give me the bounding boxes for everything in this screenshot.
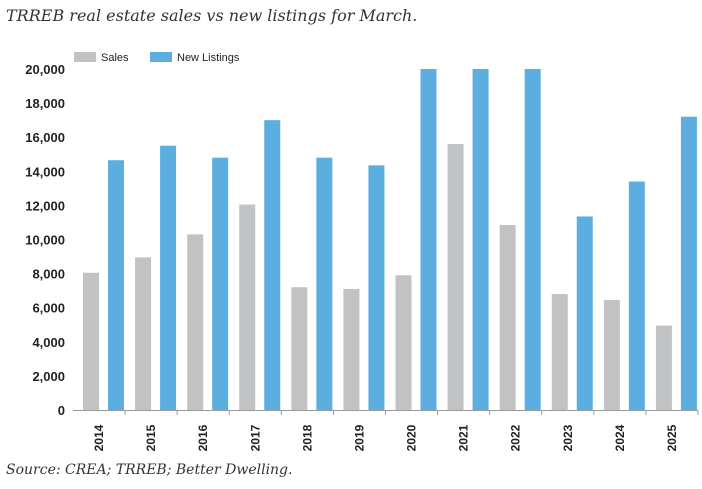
x-tick-label: 2016 xyxy=(196,424,210,451)
bar-sales-2015 xyxy=(135,257,152,410)
y-tick-label: 12,000 xyxy=(25,198,65,213)
bar-new-listings-2022 xyxy=(524,69,541,410)
bar-sales-2014 xyxy=(83,272,99,410)
x-tick-label: 2023 xyxy=(561,424,575,451)
y-tick-label: 14,000 xyxy=(25,164,65,179)
legend-label-sales: Sales xyxy=(101,52,129,64)
bar-sales-2018 xyxy=(291,287,308,410)
y-tick-label: 0 xyxy=(58,403,65,418)
y-tick-label: 10,000 xyxy=(25,233,65,248)
y-tick-label: 8,000 xyxy=(32,267,65,282)
bar-new-listings-2021 xyxy=(472,69,489,410)
bar-new-listings-2017 xyxy=(264,120,281,411)
y-axis: 0 2,000 4,000 6,000 8,000 10,000 12,000 14,000 1… xyxy=(25,62,65,418)
bar-sales-2023 xyxy=(551,294,568,410)
y-tick-label: 18,000 xyxy=(25,96,65,111)
bar-sales-2022 xyxy=(499,225,516,410)
bar-sales-2017 xyxy=(239,204,256,410)
x-tick-label: 2017 xyxy=(248,424,262,451)
x-axis: 2014 2015 2016 2017 2018 2019 2020 2021 2022 2023… xyxy=(73,410,699,451)
bar-sales-2016 xyxy=(187,234,204,410)
bar-new-listings-2024 xyxy=(628,181,645,410)
bar-new-listings-2018 xyxy=(316,157,333,410)
bar-sales-2021 xyxy=(447,144,464,410)
y-tick-label: 2,000 xyxy=(32,369,65,384)
legend-label-new-listings: New Listings xyxy=(177,52,240,64)
x-tick-label: 2018 xyxy=(300,424,314,451)
source-note: Source: CREA; TRREB; Better Dwelling. xyxy=(6,462,293,478)
bar-sales-2019 xyxy=(343,288,360,410)
y-tick-label: 16,000 xyxy=(25,130,65,145)
legend-swatch-sales xyxy=(74,52,96,62)
chart-title: TRREB real estate sales vs new listings … xyxy=(6,6,418,25)
x-tick-label: 2022 xyxy=(509,424,523,451)
bar-new-listings-2016 xyxy=(212,157,229,410)
bar-new-listings-2025 xyxy=(680,116,697,411)
legend-swatch-new-listings xyxy=(150,52,172,62)
bar-sales-2020 xyxy=(395,275,412,410)
x-tick-label: 2025 xyxy=(665,424,679,451)
bar-new-listings-2014 xyxy=(108,160,124,410)
bar-new-listings-2020 xyxy=(420,69,437,410)
bar-new-listings-2023 xyxy=(576,216,593,410)
x-tick-label: 2014 xyxy=(92,424,106,451)
bar-new-listings-2015 xyxy=(160,145,177,410)
x-tick-label: 2015 xyxy=(144,424,158,451)
y-tick-label: 4,000 xyxy=(32,335,65,350)
x-tick-label: 2021 xyxy=(457,424,471,451)
bar-sales-2025 xyxy=(655,325,672,410)
x-tick-label: 2020 xyxy=(405,424,419,451)
bars-group xyxy=(83,69,697,411)
y-tick-label: 6,000 xyxy=(32,301,65,316)
bar-sales-2024 xyxy=(603,300,620,410)
y-tick-label: 20,000 xyxy=(25,62,65,77)
bar-new-listings-2019 xyxy=(368,165,385,410)
x-tick-label: 2019 xyxy=(352,424,366,451)
x-tick-label: 2024 xyxy=(613,424,627,451)
chart-legend: Sales New Listings xyxy=(74,52,240,64)
